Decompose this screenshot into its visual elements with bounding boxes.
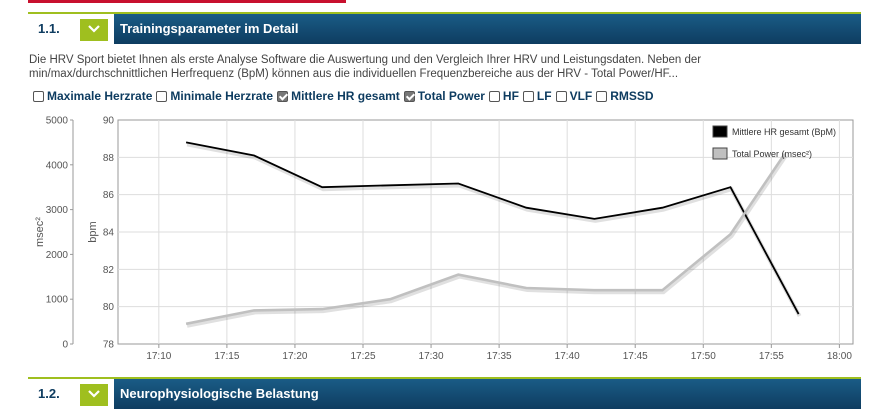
x-tick-label: 17:15 (214, 351, 239, 362)
x-tick-label: 17:20 (282, 351, 307, 362)
legend-swatch (712, 147, 728, 160)
checkbox-rmssd[interactable]: RMSSD (596, 89, 654, 103)
checkbox-label: LF (536, 89, 552, 103)
parameter-checkbox-row: Maximale Herzrate Minimale Herzrate Mittle… (33, 88, 658, 104)
bpm-tick-label: 86 (103, 190, 115, 201)
msec-tick-label: 2000 (46, 250, 69, 261)
training-chart: 78 80 82 84 86 88 90 0 1000 2000 3000 4000 5000 17:10… (34, 116, 854, 362)
section-title: Neurophysiologische Belastung (120, 386, 319, 401)
checkbox-box[interactable] (522, 90, 534, 102)
checkbox-lf[interactable]: LF (522, 89, 552, 103)
checkbox-maximale-herzrate[interactable]: Maximale Herzrate (33, 89, 152, 103)
top-accent-line (28, 0, 346, 3)
checkbox-label: Minimale Herzrate (170, 89, 274, 103)
checkbox-vlf[interactable]: VLF (555, 89, 593, 103)
series-shadow (186, 142, 802, 318)
right-axis-title: bpm (87, 221, 99, 242)
msec-tick-label: 4000 (46, 160, 69, 171)
x-tick-label: 18:00 (827, 351, 852, 362)
checkbox-label: RMSSD (610, 89, 654, 103)
bpm-tick-label: 84 (103, 228, 115, 239)
chevron-down-icon (88, 390, 100, 398)
x-tick-label: 17:40 (555, 351, 580, 362)
bpm-tick-label: 78 (103, 340, 115, 351)
checkbox-label: VLF (569, 89, 593, 103)
checkbox-box[interactable] (33, 90, 44, 102)
x-tick-label: 17:35 (487, 351, 512, 362)
section-number: 1.1. (38, 21, 60, 36)
checkbox-label: Maximale Herzrate (47, 89, 153, 103)
checkbox-box[interactable] (596, 90, 608, 102)
msec-tick-label: 5000 (46, 116, 69, 127)
section-header-2[interactable]: 1.2. Neurophysiologische Belastung (28, 377, 861, 409)
section-title-bar: Trainingsparameter im Detail (114, 14, 861, 44)
x-tick-label: 17:55 (759, 351, 784, 362)
series-line-heart-rate (185, 141, 800, 315)
x-tick-label: 17:30 (419, 351, 444, 362)
legend-swatch (712, 125, 728, 138)
checkbox-label: Total Power (417, 89, 485, 103)
msec-tick-label: 0 (62, 340, 68, 351)
checkbox-minimale-herzrate[interactable]: Minimale Herzrate (156, 89, 273, 103)
series-line-total-power (185, 152, 786, 326)
x-tick-label: 17:45 (623, 351, 648, 362)
description-text: Die HRV Sport bietet Ihnen als erste Ana… (29, 54, 702, 80)
section-title: Trainingsparameter im Detail (120, 21, 299, 36)
bpm-tick-label: 88 (103, 153, 115, 164)
x-tick-label: 17:25 (350, 351, 375, 362)
checkbox-box[interactable] (403, 90, 415, 102)
checkbox-total-power[interactable]: Total Power (403, 89, 485, 103)
bpm-tick-label: 80 (103, 302, 115, 313)
bpm-tick-label: 90 (103, 116, 115, 127)
chevron-down-icon (88, 25, 100, 33)
msec-tick-label: 1000 (46, 295, 69, 306)
x-tick-label: 17:50 (691, 351, 716, 362)
msec-tick-label: 3000 (46, 205, 69, 216)
bpm-tick-label: 82 (103, 265, 115, 276)
checkbox-label: HF (502, 89, 519, 103)
checkbox-box[interactable] (488, 90, 500, 102)
section-number: 1.2. (38, 386, 60, 401)
series-shadow (186, 154, 788, 328)
section-header-1[interactable]: 1.1. Trainingsparameter im Detail (28, 12, 861, 44)
legend-label: Mittlere HR gesamt (BpM) (732, 127, 836, 137)
checkbox-box[interactable] (555, 90, 567, 102)
legend-label: Total Power (msec²) (732, 149, 812, 159)
expand-toggle-button[interactable] (80, 384, 108, 406)
checkbox-box[interactable] (156, 90, 168, 102)
section-title-bar: Neurophysiologische Belastung (114, 379, 861, 409)
expand-toggle-button[interactable] (80, 19, 108, 41)
checkbox-hf[interactable]: HF (488, 89, 519, 103)
checkbox-box[interactable] (277, 90, 289, 102)
left-axis-title: msec² (34, 217, 46, 247)
checkbox-label: Mittlere HR gesamt (291, 89, 400, 103)
x-tick-label: 17:10 (146, 351, 171, 362)
checkbox-mittlere-hr-gesamt[interactable]: Mittlere HR gesamt (277, 89, 400, 103)
